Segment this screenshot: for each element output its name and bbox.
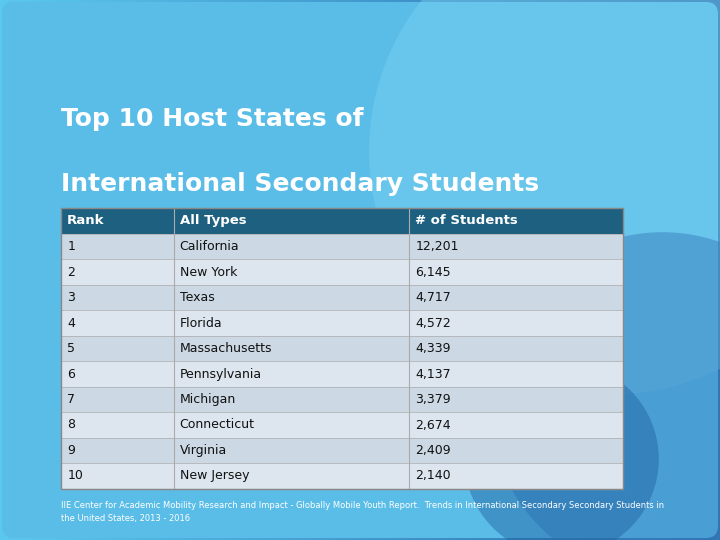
Text: Massachusetts: Massachusetts [179, 342, 272, 355]
Text: Virginia: Virginia [179, 444, 227, 457]
Text: 1: 1 [67, 240, 75, 253]
Bar [61, 208, 623, 489]
Text: 4,339: 4,339 [415, 342, 451, 355]
Bar [61, 285, 623, 310]
FancyBboxPatch shape [61, 208, 623, 489]
Bar [61, 234, 623, 259]
Text: New York: New York [179, 266, 237, 279]
Text: 9: 9 [67, 444, 75, 457]
Text: 10: 10 [67, 469, 83, 482]
Text: International Secondary Students: International Secondary Students [61, 172, 539, 195]
Text: 12,201: 12,201 [415, 240, 459, 253]
Text: 2,409: 2,409 [415, 444, 451, 457]
Bar [61, 387, 623, 412]
Text: Connecticut: Connecticut [179, 418, 255, 431]
Text: New Jersey: New Jersey [179, 469, 249, 482]
Text: 8: 8 [67, 418, 75, 431]
Text: Top 10 Host States of: Top 10 Host States of [61, 107, 364, 131]
Text: Florida: Florida [179, 316, 222, 329]
Text: # of Students: # of Students [415, 214, 518, 227]
Bar [61, 310, 623, 336]
Text: 6: 6 [67, 368, 75, 381]
Bar [61, 438, 623, 463]
Text: 2,140: 2,140 [415, 469, 451, 482]
Bar [61, 259, 623, 285]
Text: 4: 4 [67, 316, 75, 329]
Bar [61, 208, 623, 234]
Text: 7: 7 [67, 393, 75, 406]
Text: California: California [179, 240, 239, 253]
Text: IIE Center for Academic Mobility Research and Impact - Globally Mobile Youth Rep: IIE Center for Academic Mobility Researc… [61, 501, 665, 523]
Text: Michigan: Michigan [179, 393, 235, 406]
Circle shape [490, 232, 720, 540]
Text: All Types: All Types [179, 214, 246, 227]
Bar [61, 463, 623, 489]
Bar [61, 412, 623, 438]
Text: 2,674: 2,674 [415, 418, 451, 431]
Bar [61, 336, 623, 361]
Text: 2: 2 [67, 266, 75, 279]
Text: 4,717: 4,717 [415, 291, 451, 304]
Bar [61, 361, 623, 387]
Circle shape [369, 0, 720, 394]
Text: Texas: Texas [179, 291, 215, 304]
Text: 4,572: 4,572 [415, 316, 451, 329]
Text: 3,379: 3,379 [415, 393, 451, 406]
Text: 4,137: 4,137 [415, 368, 451, 381]
Text: Rank: Rank [67, 214, 104, 227]
Text: 6,145: 6,145 [415, 266, 451, 279]
Text: 3: 3 [67, 291, 75, 304]
Text: Pennsylvania: Pennsylvania [179, 368, 261, 381]
Circle shape [464, 362, 659, 540]
Text: 5: 5 [67, 342, 75, 355]
